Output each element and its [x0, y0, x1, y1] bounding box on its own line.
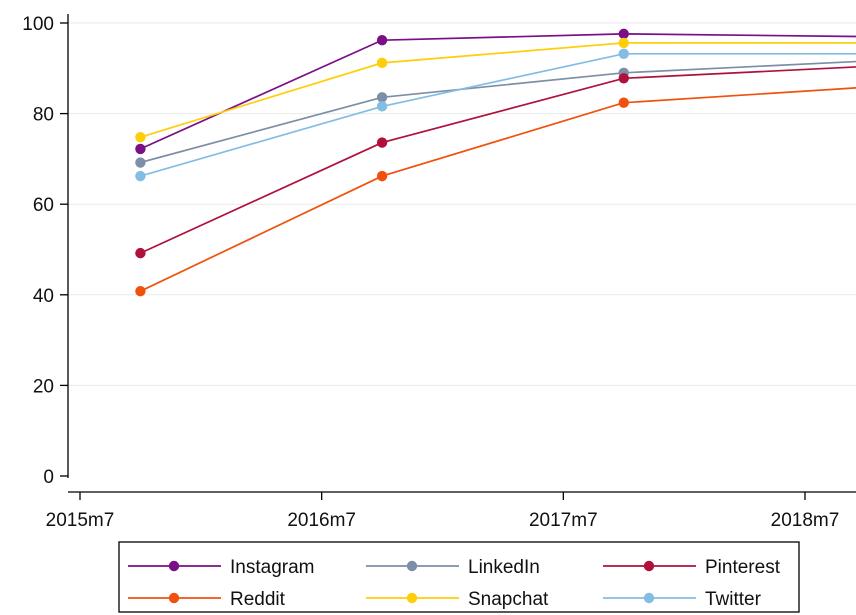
data-point-twitter [618, 48, 629, 60]
axes [67, 14, 856, 493]
data-point-instagram [135, 143, 146, 155]
x-tick-label: 2016m7 [287, 510, 356, 531]
data-point-reddit [376, 170, 388, 182]
data-point-twitter [135, 170, 146, 182]
series-line-twitter [140, 52, 856, 177]
series-snapchat [135, 37, 856, 143]
legend-label: Reddit [230, 589, 286, 610]
legend-item-instagram: Instagram [128, 557, 314, 578]
legend-label: LinkedIn [468, 557, 540, 578]
series-lines [135, 28, 856, 297]
data-point-pinterest [618, 73, 629, 84]
legend-label: Snapchat [468, 589, 549, 610]
series-reddit [135, 87, 856, 297]
y-tick-label: 60 [33, 195, 54, 216]
legend-swatch-marker [643, 560, 655, 572]
gridlines [68, 22, 856, 386]
legend-label: Twitter [705, 589, 762, 610]
y-tick-label: 80 [33, 105, 54, 126]
data-point-snapchat [135, 131, 146, 143]
legend-item-reddit: Reddit [128, 589, 286, 610]
data-point-pinterest [376, 137, 388, 148]
legend-item-pinterest: Pinterest [603, 557, 781, 578]
y-tick-label: 100 [22, 14, 54, 35]
series-line-pinterest [140, 66, 856, 254]
data-point-linkedin [135, 157, 146, 168]
legend-item-snapchat: Snapchat [366, 589, 549, 610]
x-tick-label: 2017m7 [529, 510, 598, 531]
legend-swatch-marker [643, 592, 655, 604]
y-tick-label: 40 [33, 286, 54, 307]
legend-swatch-marker [406, 560, 418, 572]
data-point-instagram [376, 35, 388, 46]
legend: Instagram LinkedIn Pinterest Reddit Snapchat… [118, 541, 800, 613]
x-axis-ticks: 2015m7 2016m7 2017m7 2018m7 [46, 492, 840, 531]
series-line-instagram [140, 33, 856, 150]
legend-item-linkedin: LinkedIn [366, 557, 540, 578]
y-axis-ticks: 0 20 40 60 80 100 [22, 14, 68, 488]
legend-item-twitter: Twitter [603, 589, 762, 610]
data-point-pinterest [135, 247, 146, 259]
series-line-snapchat [140, 42, 856, 139]
y-tick-label: 0 [43, 467, 54, 488]
legend-label: Pinterest [705, 557, 781, 578]
series-twitter [135, 48, 856, 182]
series-instagram [135, 28, 856, 155]
y-tick-label: 20 [33, 376, 54, 397]
legend-label: Instagram [230, 557, 314, 578]
data-point-linkedin [376, 92, 388, 103]
data-point-reddit [618, 97, 629, 108]
series-line-linkedin [140, 60, 856, 164]
series-line-reddit [140, 87, 856, 292]
data-point-twitter [376, 101, 388, 112]
series-pinterest [135, 66, 856, 259]
x-tick-label: 2018m7 [771, 510, 840, 531]
legend-box [118, 541, 800, 613]
data-point-reddit [135, 285, 146, 297]
data-point-instagram [618, 28, 629, 40]
data-point-snapchat [618, 37, 629, 49]
data-point-snapchat [376, 57, 388, 69]
legend-swatch-marker [406, 592, 418, 604]
legend-swatch-marker [168, 560, 180, 572]
x-tick-label: 2015m7 [46, 510, 115, 531]
legend-swatch-marker [168, 592, 180, 604]
